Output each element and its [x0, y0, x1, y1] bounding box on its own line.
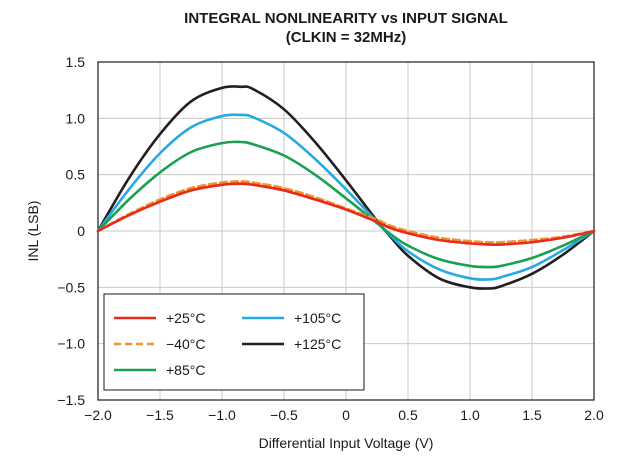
x-tick-label: 0.5	[398, 407, 418, 423]
x-tick-label: −1.0	[208, 407, 236, 423]
series-line-plus-105c	[96, 113, 596, 281]
x-axis-label: Differential Input Voltage (V)	[259, 435, 434, 451]
chart-subtitle: (CLKIN = 32MHz)	[286, 29, 406, 46]
series-line-minus-40c	[96, 180, 596, 244]
x-tick-label: 0	[342, 407, 350, 423]
y-tick-label: −1.0	[57, 336, 85, 352]
series-line-plus-85c	[96, 140, 596, 269]
legend-label-plus-105c: +105°C	[294, 310, 341, 326]
chart-title: INTEGRAL NONLINEARITY vs INPUT SIGNAL	[184, 10, 508, 27]
series-line-plus-125c	[96, 85, 596, 290]
legend-box	[103, 293, 365, 391]
tick-labels: −2.0 −1.5 −1.0 −0.5 0 0.5 1.0 1.5 2.01.51.00.50−…	[57, 54, 604, 423]
series-line-plus-25c	[96, 182, 596, 247]
x-tick-label: 1.5	[522, 407, 542, 423]
x-tick-label: 1.0	[460, 407, 480, 423]
x-tick-label: −1.5	[146, 407, 174, 423]
y-tick-label: −1.5	[57, 392, 85, 408]
legend: +25°C +105°C −40°C +125°C +85°C	[103, 293, 365, 391]
x-tick-label: 2.0	[584, 407, 604, 423]
legend-label-plus-25c: +25°C	[166, 310, 205, 326]
y-tick-label: 0	[77, 223, 85, 239]
series-lines	[96, 85, 596, 290]
y-tick-label: 0.5	[66, 167, 86, 183]
x-tick-label: −2.0	[84, 407, 112, 423]
y-tick-label: −0.5	[57, 279, 85, 295]
y-tick-label: 1.5	[66, 54, 86, 70]
legend-label-minus-40c: −40°C	[166, 336, 205, 352]
y-tick-label: 1.0	[66, 110, 86, 126]
y-axis-label: INL (LSB)	[25, 201, 41, 262]
legend-label-plus-125c: +125°C	[294, 336, 341, 352]
x-tick-label: −0.5	[270, 407, 298, 423]
legend-label-plus-85c: +85°C	[166, 362, 205, 378]
